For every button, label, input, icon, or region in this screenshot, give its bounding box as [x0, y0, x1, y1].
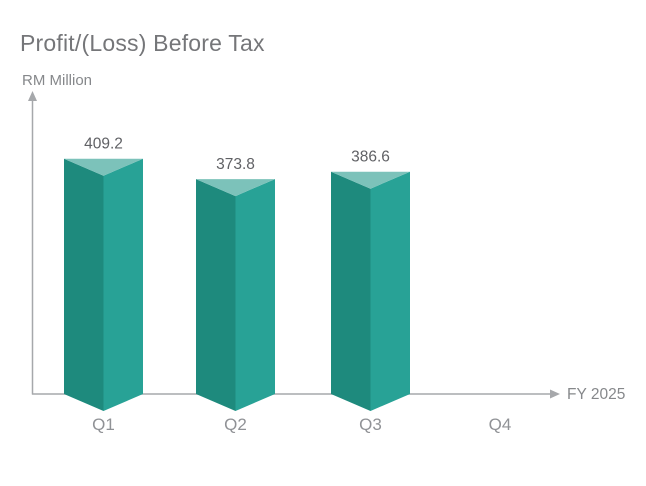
- category-label-q2: Q2: [224, 415, 247, 434]
- chart-title: Profit/(Loss) Before Tax: [20, 30, 265, 56]
- category-label-q3: Q3: [359, 415, 382, 434]
- value-label-q2: 373.8: [216, 156, 255, 173]
- bar-q1-top-face: [64, 158, 143, 176]
- bar-q3-left-face: [331, 171, 371, 411]
- value-label-q1: 409.2: [84, 136, 123, 153]
- category-label-q1: Q1: [92, 415, 115, 434]
- y-axis-arrow-icon: [28, 91, 37, 101]
- bar-q3: [331, 171, 410, 411]
- bar-q1-left-face: [64, 158, 104, 411]
- y-axis-label: RM Million: [22, 72, 93, 89]
- x-axis-arrow-icon: [550, 389, 560, 399]
- x-axis-period-label: FY 2025: [567, 386, 625, 403]
- bar-q3-right-face: [370, 171, 410, 411]
- bar-q3-top-face: [331, 171, 410, 189]
- bar-q1-right-face: [103, 158, 143, 411]
- bar-q2-top-face: [196, 179, 275, 197]
- bar-q2: [196, 179, 275, 411]
- bar-q2-right-face: [235, 179, 275, 411]
- value-label-q3: 386.6: [351, 149, 390, 166]
- bar-q1: [64, 158, 143, 411]
- category-label-q4: Q4: [489, 415, 512, 434]
- bar-q2-left-face: [196, 179, 236, 411]
